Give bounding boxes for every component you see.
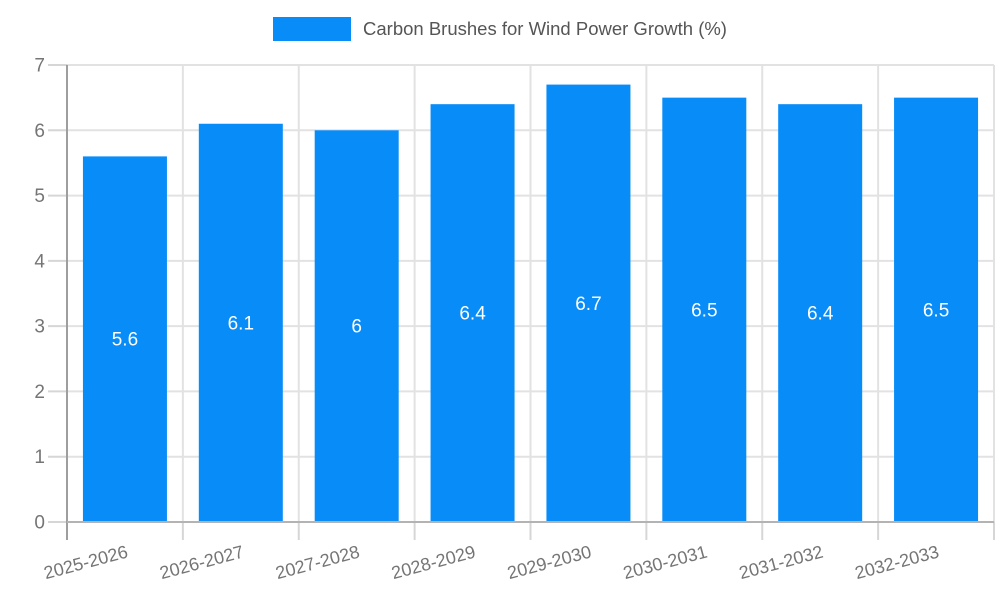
bar-value-label: 6.4 bbox=[459, 304, 486, 325]
y-tick-label: 5 bbox=[34, 186, 45, 207]
y-tick-label: 2 bbox=[34, 382, 45, 403]
x-tick-label: 2030-2031 bbox=[621, 542, 709, 584]
x-tick-label: 2031-2032 bbox=[737, 542, 825, 584]
bar bbox=[430, 104, 515, 523]
bar-value-label: 6.5 bbox=[923, 300, 949, 321]
bar-value-label: 6.4 bbox=[807, 304, 834, 325]
x-tick-label: 2032-2033 bbox=[853, 542, 941, 584]
bar bbox=[546, 84, 631, 522]
legend: Carbon Brushes for Wind Power Growth (%) bbox=[0, 17, 1000, 41]
x-tick-label: 2025-2026 bbox=[42, 542, 130, 584]
bar-value-label: 6.5 bbox=[691, 300, 717, 321]
y-tick-label: 4 bbox=[34, 251, 45, 272]
y-tick-label: 7 bbox=[34, 56, 45, 77]
bar bbox=[198, 123, 283, 522]
bar-value-label: 5.6 bbox=[112, 330, 138, 351]
y-tick-label: 0 bbox=[34, 513, 45, 534]
x-tick-label: 2026-2027 bbox=[158, 542, 246, 584]
bar bbox=[314, 130, 399, 523]
legend-label: Carbon Brushes for Wind Power Growth (%) bbox=[363, 18, 727, 39]
bar bbox=[894, 97, 979, 523]
legend-swatch bbox=[273, 17, 352, 41]
y-tick-label: 3 bbox=[34, 317, 45, 338]
x-tick-label: 2027-2028 bbox=[273, 542, 361, 584]
bar bbox=[82, 156, 167, 522]
bar-value-label: 6.1 bbox=[228, 313, 254, 334]
x-tick-label: 2029-2030 bbox=[505, 542, 593, 584]
y-tick-label: 1 bbox=[34, 447, 45, 468]
bar-value-label: 6 bbox=[351, 317, 362, 338]
bar bbox=[778, 104, 863, 523]
x-tick-label: 2028-2029 bbox=[389, 542, 477, 584]
bar bbox=[662, 97, 747, 523]
bar-value-label: 6.7 bbox=[575, 294, 601, 315]
y-tick-label: 6 bbox=[34, 121, 45, 142]
